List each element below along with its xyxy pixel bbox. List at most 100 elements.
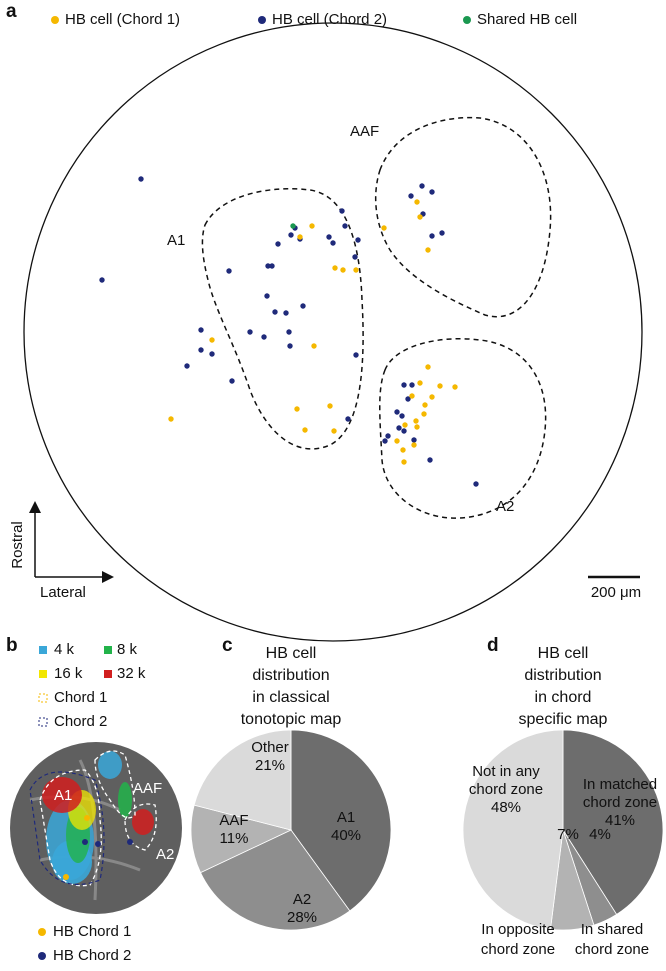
category-label: In opposite bbox=[481, 921, 554, 938]
pie-slice bbox=[290, 729, 392, 912]
cell-dot bbox=[340, 267, 346, 273]
cell-dot bbox=[352, 254, 358, 260]
panel-letter: b bbox=[6, 635, 18, 656]
cell-dot bbox=[229, 378, 235, 384]
cell-dot bbox=[264, 293, 270, 299]
cell-dot bbox=[399, 413, 405, 419]
cell-dot bbox=[355, 237, 361, 243]
legend-label: 4 k bbox=[54, 641, 75, 658]
scale-label: 200 μm bbox=[591, 584, 641, 601]
region-outline bbox=[201, 188, 364, 450]
region-outline bbox=[374, 116, 552, 318]
cell-dot bbox=[394, 438, 400, 444]
cell-dot bbox=[226, 268, 232, 274]
axis-label: Rostral bbox=[9, 521, 26, 569]
cell-dot bbox=[401, 382, 407, 388]
region-label: A1 bbox=[54, 787, 72, 804]
cell-dot bbox=[473, 481, 479, 487]
legend-swatch bbox=[38, 928, 46, 936]
cell-dot bbox=[247, 329, 253, 335]
legend-swatch bbox=[104, 646, 112, 654]
axis-label: Lateral bbox=[40, 584, 86, 601]
panel-letter: d bbox=[487, 635, 499, 656]
legend-swatch bbox=[463, 16, 471, 24]
region-label: A2 bbox=[156, 846, 174, 863]
cell-dot bbox=[429, 394, 435, 400]
cell-dots bbox=[99, 176, 479, 487]
legend-label: HB cell (Chord 1) bbox=[65, 11, 180, 28]
legend-label: Shared HB cell bbox=[477, 11, 577, 28]
legend-swatch bbox=[38, 952, 46, 960]
legend-label: 8 k bbox=[117, 641, 138, 658]
category-label: A1 bbox=[337, 809, 355, 826]
value-label: 7% bbox=[557, 826, 579, 843]
cell-dot bbox=[95, 841, 101, 847]
pie-slice bbox=[190, 804, 293, 874]
cell-dot bbox=[294, 406, 300, 412]
pie-slice bbox=[199, 829, 351, 931]
value-label: 11% bbox=[220, 830, 249, 847]
value-label: 40% bbox=[331, 827, 361, 844]
cell-dot bbox=[288, 232, 294, 238]
region-label: AAF bbox=[350, 123, 379, 140]
region-outline bbox=[29, 771, 105, 886]
chart-title: in chord bbox=[535, 689, 592, 706]
legend-swatch bbox=[104, 670, 112, 678]
cell-dot bbox=[413, 418, 419, 424]
category-label: Not in any bbox=[472, 763, 540, 780]
category-label: A2 bbox=[293, 891, 311, 908]
cell-dot bbox=[408, 193, 414, 199]
legend-label: 32 k bbox=[117, 665, 146, 682]
category-label: chord zone bbox=[481, 941, 555, 958]
value-label: 41% bbox=[605, 812, 635, 829]
pie-slice bbox=[193, 729, 292, 831]
category-label: chord zone bbox=[583, 794, 657, 811]
cell-dot bbox=[290, 223, 296, 229]
chart-title: HB cell bbox=[538, 645, 589, 662]
cell-dot bbox=[401, 459, 407, 465]
region-outline bbox=[379, 338, 547, 519]
cell-dot bbox=[422, 402, 428, 408]
cell-dot bbox=[198, 347, 204, 353]
cell-dot bbox=[427, 457, 433, 463]
cell-dot bbox=[286, 329, 292, 335]
cell-dot bbox=[297, 234, 303, 240]
value-label: 28% bbox=[287, 909, 317, 926]
legend-swatch bbox=[258, 16, 266, 24]
cell-dot bbox=[400, 447, 406, 453]
cell-dot bbox=[421, 411, 427, 417]
cell-dot bbox=[272, 309, 278, 315]
cell-dot bbox=[84, 815, 90, 821]
cell-dot bbox=[326, 234, 332, 240]
cell-dot bbox=[429, 233, 435, 239]
cell-dot bbox=[385, 433, 391, 439]
cell-dot bbox=[353, 267, 359, 273]
cell-dot bbox=[414, 199, 420, 205]
cell-dot bbox=[332, 265, 338, 271]
cell-dot bbox=[345, 416, 351, 422]
region-label: AAF bbox=[133, 780, 162, 797]
cell-dot bbox=[396, 425, 402, 431]
legend-swatch bbox=[39, 646, 47, 654]
cell-dot bbox=[417, 380, 423, 386]
category-label: In shared bbox=[581, 921, 644, 938]
cell-dot bbox=[437, 383, 443, 389]
cell-dot bbox=[381, 225, 387, 231]
category-label: chord zone bbox=[469, 781, 543, 798]
cell-dot bbox=[63, 874, 69, 880]
cell-dot bbox=[409, 393, 415, 399]
region-label: A2 bbox=[496, 498, 514, 515]
value-label: 21% bbox=[255, 757, 285, 774]
cell-dot bbox=[405, 396, 411, 402]
cell-dot bbox=[311, 343, 317, 349]
cell-dot bbox=[409, 382, 415, 388]
cell-dot bbox=[327, 403, 333, 409]
category-label: AAF bbox=[219, 812, 248, 829]
cell-dot bbox=[425, 364, 431, 370]
value-label: 4% bbox=[589, 826, 611, 843]
legend-label: Chord 2 bbox=[54, 713, 107, 730]
region-outline bbox=[94, 750, 136, 819]
cell-dot bbox=[439, 230, 445, 236]
legend-label: Chord 1 bbox=[54, 689, 107, 706]
cell-dot bbox=[265, 263, 271, 269]
